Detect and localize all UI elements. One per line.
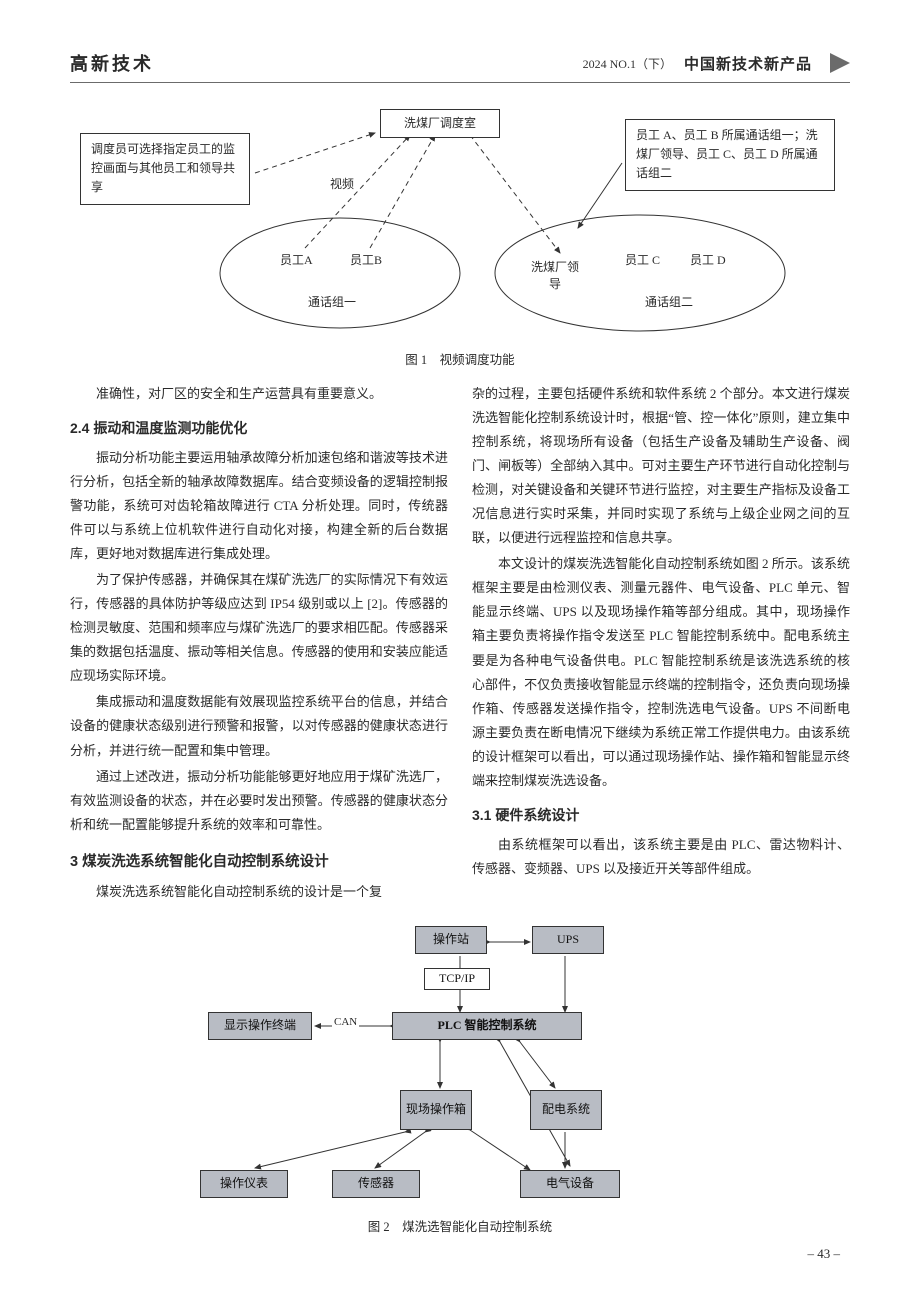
figure-2: 操作站 UPS TCP/IP 显示操作终端 CAN PLC 智能控制系统 现场操…	[160, 920, 760, 1210]
fig2-can-label: CAN	[332, 1016, 359, 1028]
fig2-power: 配电系统	[530, 1090, 602, 1130]
fig1-emp-d: 员工 D	[690, 251, 726, 268]
header-issue: 2024 NO.1（下）	[583, 55, 672, 72]
fig2-plc: PLC 智能控制系统	[392, 1012, 582, 1040]
fig2-elec-eq: 电气设备	[520, 1170, 620, 1198]
fig2-display-term: 显示操作终端	[208, 1012, 312, 1040]
fig1-video-label: 视频	[330, 175, 354, 192]
fig1-left-note: 调度员可选择指定员工的监控画面与其他员工和领导共享	[80, 133, 250, 205]
p-3-2: 本文设计的煤炭洗选智能化自动控制系统如图 2 所示。该系统框架主要是由检测仪表、…	[472, 552, 850, 792]
figure-2-svg	[160, 920, 760, 1210]
p-31-1: 由系统框架可以看出，该系统主要是由 PLC、雷达物料计、传感器、变频器、UPS …	[472, 833, 850, 881]
fig1-emp-b: 员工B	[350, 251, 382, 268]
figure-2-caption: 图 2 煤洗选智能化自动控制系统	[70, 1216, 850, 1235]
p-3-cont: 杂的过程，主要包括硬件系统和软件系统 2 个部分。本文进行煤炭洗选智能化控制系统…	[472, 382, 850, 550]
column-right: 杂的过程，主要包括硬件系统和软件系统 2 个部分。本文进行煤炭洗选智能化控制系统…	[472, 382, 850, 906]
fig2-instrument: 操作仪表	[200, 1170, 288, 1198]
fig1-right-note: 员工 A、员工 B 所属通话组一；洗煤厂领导、员工 C、员工 D 所属通话组二	[625, 119, 835, 191]
heading-3-1: 3.1 硬件系统设计	[472, 803, 850, 829]
fig1-leader: 洗煤厂领导	[530, 258, 580, 292]
header-section: 高新技术	[70, 50, 154, 76]
p-24-3: 集成振动和温度数据能有效展现监控系统平台的信息，并结合设备的健康状态级别进行预警…	[70, 690, 448, 762]
figure-1: 洗煤厂调度室 调度员可选择指定员工的监控画面与其他员工和领导共享 员工 A、员工…	[70, 103, 850, 343]
fig2-ups: UPS	[532, 926, 604, 954]
fig2-sensor: 传感器	[332, 1170, 420, 1198]
fig1-group1: 通话组一	[308, 293, 356, 310]
fig1-group2: 通话组二	[645, 293, 693, 310]
p-24-2: 为了保护传感器，并确保其在煤矿洗选厂的实际情况下有效运行，传感器的具体防护等级应…	[70, 568, 448, 688]
p-24-4: 通过上述改进，振动分析功能能够更好地应用于煤矿洗选厂，有效监测设备的状态，并在必…	[70, 765, 448, 837]
column-left: 准确性，对厂区的安全和生产运营具有重要意义。 2.4 振动和温度监测功能优化 振…	[70, 382, 448, 906]
p-24-1: 振动分析功能主要运用轴承故障分析加速包络和谐波等技术进行分析，包括全新的轴承故障…	[70, 446, 448, 566]
fig2-field-box: 现场操作箱	[400, 1090, 472, 1130]
page-number: – 43 –	[808, 1246, 841, 1262]
fig2-tcpip: TCP/IP	[424, 968, 490, 990]
figure-1-caption: 图 1 视频调度功能	[70, 349, 850, 368]
heading-3: 3 煤炭洗选系统智能化自动控制系统设计	[70, 849, 448, 876]
fig1-dispatch-room: 洗煤厂调度室	[380, 109, 500, 138]
page-header: 高新技术 2024 NO.1（下） 中国新技术新产品	[70, 50, 850, 83]
fig1-emp-a: 员工A	[280, 251, 313, 268]
header-journal: 中国新技术新产品	[684, 53, 812, 74]
fig1-emp-c: 员工 C	[625, 251, 660, 268]
p-intro: 准确性，对厂区的安全和生产运营具有重要意义。	[70, 382, 448, 406]
p-3-1: 煤炭洗选系统智能化自动控制系统的设计是一个复	[70, 880, 448, 904]
heading-2-4: 2.4 振动和温度监测功能优化	[70, 416, 448, 442]
body-columns: 准确性，对厂区的安全和生产运营具有重要意义。 2.4 振动和温度监测功能优化 振…	[70, 382, 850, 906]
fig2-ops-station: 操作站	[415, 926, 487, 954]
